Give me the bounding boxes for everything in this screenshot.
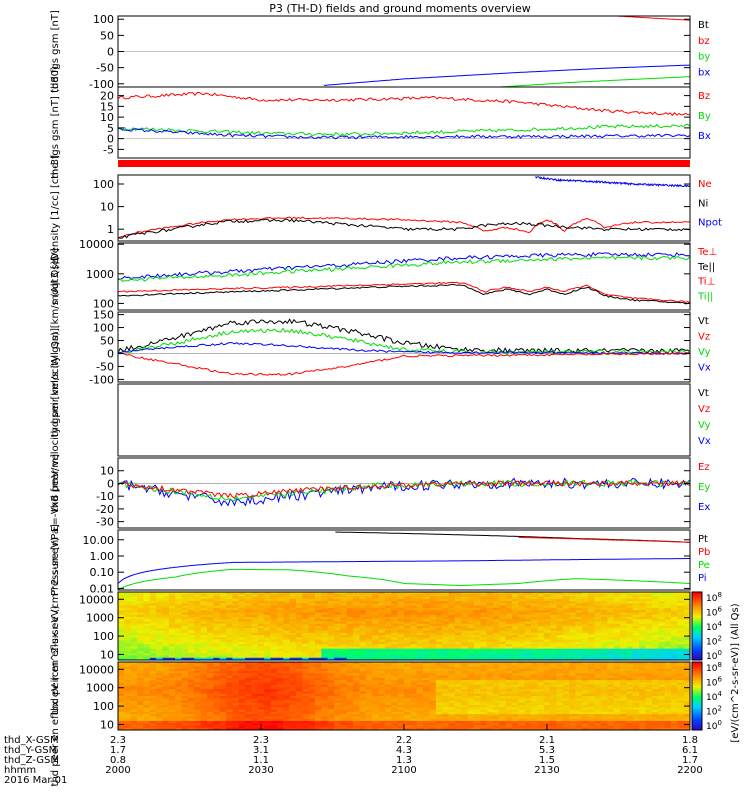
- series-group: [118, 0, 690, 116]
- legend-ez: Ez: [698, 462, 710, 473]
- y-tick-label: 50: [100, 29, 114, 42]
- legend-vx: Vx: [698, 363, 711, 374]
- legend-pb: Pb: [698, 547, 710, 558]
- legend-npot: Npot: [698, 218, 722, 229]
- series-bx: [324, 65, 690, 85]
- y-tick-label: 1.00: [90, 550, 115, 563]
- y-tick-label: -30: [96, 516, 114, 529]
- y-tick-label: -100: [89, 373, 114, 386]
- legend-vt: Vt: [698, 316, 709, 327]
- series-pb: [518, 537, 690, 542]
- series-by: [490, 77, 690, 88]
- y-tick-label: -5: [103, 143, 114, 156]
- series-group: [118, 532, 690, 590]
- series-te⊥: [118, 282, 690, 303]
- y-tick-label: 1000: [86, 612, 114, 625]
- y-tick-label: 1: [107, 223, 114, 236]
- y-tick-label: 10000: [79, 593, 114, 606]
- legend-vz: Vz: [698, 404, 710, 415]
- series-group: [118, 319, 690, 375]
- legend-ne: Ne: [698, 179, 712, 190]
- series-ne: [118, 217, 690, 238]
- y-tick-label: 10.00: [83, 534, 115, 547]
- legend-bx: bx: [698, 67, 710, 78]
- y-tick-label: 0: [107, 477, 114, 490]
- series-bz: [118, 93, 690, 116]
- panel-3: 100 10 1 Density [1/cc] [cm-3] Ne Ni Npot: [50, 155, 722, 261]
- y-tick-label: 10: [100, 465, 114, 478]
- series-vy: [118, 328, 690, 354]
- legend-ni: Ni: [698, 198, 708, 209]
- series-npot: [536, 176, 690, 186]
- legend-bz: Bz: [698, 91, 710, 102]
- legend-ti||: Ti||: [697, 291, 713, 302]
- legend-bz: bz: [698, 36, 710, 47]
- legend-by: By: [698, 111, 711, 122]
- legend-te||: Te||: [697, 262, 715, 273]
- legend-vy: Vy: [698, 420, 711, 431]
- legend-by: by: [698, 52, 710, 63]
- series-vz: [118, 353, 690, 376]
- legend-pi: Pi: [698, 573, 707, 584]
- legend-vz: Vz: [698, 332, 710, 343]
- flag-band: [118, 160, 690, 167]
- y-tick-label: 0: [107, 347, 114, 360]
- series-group: [118, 253, 690, 304]
- spectrogram: [118, 662, 691, 731]
- legend-ex: Ex: [698, 502, 710, 513]
- panel-frame: [118, 384, 690, 456]
- y-tick-label: -10: [96, 490, 114, 503]
- legend-te⊥: Te⊥: [697, 247, 717, 258]
- y-tick-label: 50: [100, 335, 114, 348]
- y-tick-label: 100: [93, 178, 114, 191]
- legend-vy: Vy: [698, 347, 711, 358]
- y-tick-label: 10: [100, 201, 114, 214]
- y-axis-label: E=-VxB [mV/m]: [50, 454, 61, 532]
- y-tick-label: 0.10: [90, 566, 115, 579]
- legend-bx: Bx: [698, 131, 711, 142]
- y-tick-label: -50: [96, 360, 114, 373]
- legend-ti⊥: Ti⊥: [697, 277, 715, 288]
- y-tick-label: 10: [100, 648, 114, 661]
- panel-7: 100-10-20-30 E=-VxB [mV/m] Ez Ey Ex: [50, 454, 710, 532]
- panel-frame: [118, 312, 690, 382]
- y-axis-label: Density [1/cc] [cm-3]: [50, 155, 61, 261]
- legend-pt: Pt: [698, 534, 708, 545]
- series-group: [118, 478, 690, 505]
- y-tick-label: 10000: [79, 238, 114, 251]
- plot-title: P3 (TH-D) fields and ground moments over…: [269, 2, 531, 15]
- y-tick-label: 100: [93, 13, 114, 26]
- y-tick-label: 0: [107, 46, 114, 59]
- y-tick-label: 100: [93, 630, 114, 643]
- legend-bt: Bt: [698, 20, 709, 31]
- y-tick-label: -20: [96, 503, 114, 516]
- y-tick-label: 150: [93, 309, 114, 322]
- y-tick-label: -50: [96, 62, 114, 75]
- spectrogram: [118, 592, 691, 661]
- y-tick-label: 100: [93, 322, 114, 335]
- legend-vt: Vt: [698, 388, 709, 399]
- legend-pe: Pe: [698, 560, 710, 571]
- series-group: [118, 176, 690, 238]
- series-pe: [118, 569, 690, 590]
- legend-vx: Vx: [698, 436, 711, 447]
- series-group: [118, 93, 690, 139]
- legend-ey: Ey: [698, 482, 710, 493]
- y-tick-label: 1000: [86, 268, 114, 281]
- series-bx: [118, 128, 690, 139]
